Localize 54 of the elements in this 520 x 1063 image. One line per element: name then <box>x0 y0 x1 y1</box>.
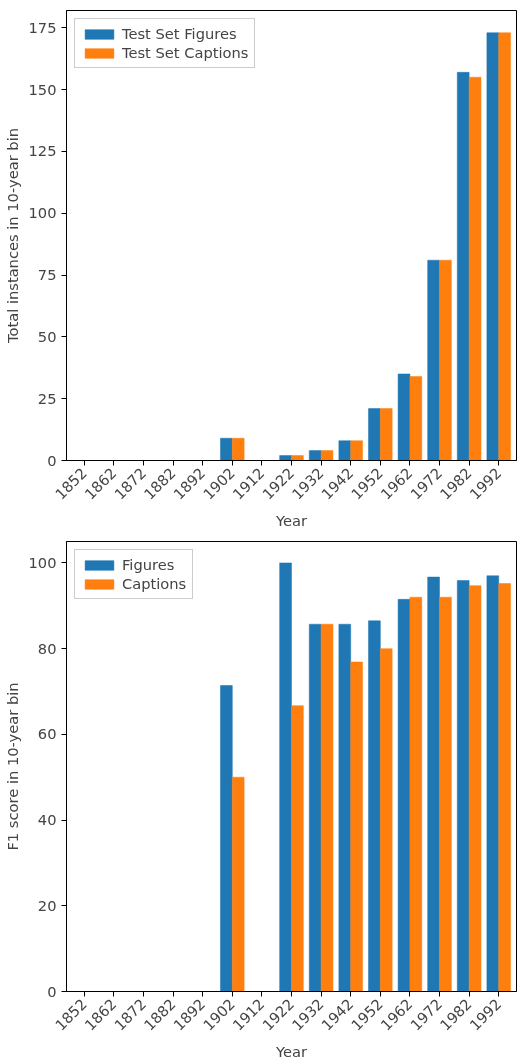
bar <box>338 623 351 992</box>
bar <box>439 259 452 461</box>
bar <box>368 408 381 461</box>
bar <box>498 583 511 992</box>
bar <box>291 455 304 461</box>
bar <box>427 259 440 461</box>
y-tick-label: 60 <box>37 725 57 743</box>
y-tick-label: 20 <box>37 896 57 914</box>
bar <box>468 585 482 992</box>
bar <box>220 685 233 992</box>
bar <box>232 438 245 461</box>
legend-label: Test Set Captions <box>122 44 249 61</box>
bar <box>409 376 423 461</box>
y-tick-label: 100 <box>28 204 57 222</box>
y-tick-label: 100 <box>28 553 57 571</box>
bar <box>486 32 499 461</box>
bar <box>279 562 292 992</box>
bar <box>320 450 334 461</box>
bar <box>486 575 499 992</box>
y-tick-label: 40 <box>37 811 57 829</box>
bar <box>409 596 423 992</box>
x-axis-title: Year <box>274 511 308 529</box>
bar <box>468 77 482 461</box>
y-tick-label: 125 <box>28 142 57 160</box>
bar <box>439 596 452 992</box>
bar <box>291 705 304 992</box>
legend-label: Test Set Figures <box>122 25 237 42</box>
y-tick-label: 80 <box>37 639 57 657</box>
bar <box>350 661 363 992</box>
y-tick-label: 25 <box>37 389 57 407</box>
bar <box>498 32 511 461</box>
y-axis-title: F1 score in 10-year bin <box>3 682 21 851</box>
y-tick-label: 0 <box>47 982 57 1000</box>
x-axis-title: Year <box>274 1042 308 1060</box>
y-tick-label: 0 <box>47 451 57 469</box>
y-tick-label: 50 <box>37 327 57 345</box>
y-tick-label: 150 <box>28 80 57 98</box>
bar <box>368 620 381 992</box>
bar <box>397 373 411 461</box>
bar <box>220 438 233 461</box>
bar <box>380 648 393 992</box>
bar <box>350 440 363 461</box>
bar <box>320 623 334 992</box>
y-tick-label: 175 <box>28 18 57 36</box>
legend-label: Captions <box>122 575 187 592</box>
bar <box>338 440 351 461</box>
y-axis-title: Total instances in 10-year bin <box>3 128 21 344</box>
legend-label: Figures <box>122 556 175 573</box>
bar <box>279 455 292 461</box>
bar <box>232 776 245 992</box>
bar <box>397 599 411 992</box>
bar <box>380 408 393 461</box>
bar <box>427 576 440 992</box>
y-tick-label: 75 <box>37 266 57 284</box>
